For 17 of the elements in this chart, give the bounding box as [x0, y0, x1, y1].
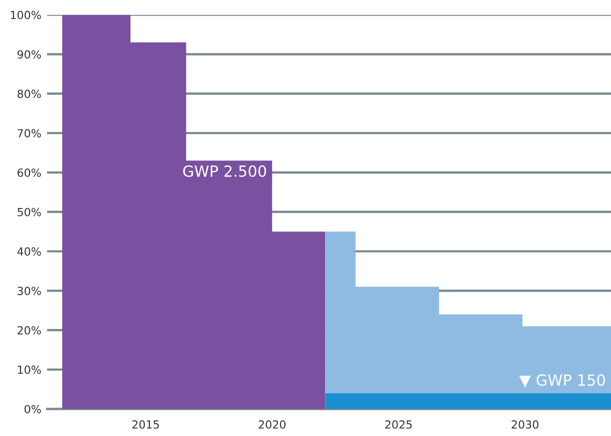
y-tick-label: 80%	[18, 90, 41, 98]
series-label: ▼ GWP 150	[519, 374, 605, 388]
y-tick-label: 10%	[18, 366, 41, 374]
x-tick-label: 2030	[512, 420, 538, 429]
y-tick-label: 50%	[18, 208, 41, 216]
y-tick-label: 90%	[17, 50, 41, 59]
y-tick-label: 100%	[10, 10, 41, 20]
x-tick-label: 2015	[132, 420, 159, 429]
series-label: GWP 2.500	[183, 165, 266, 177]
x-tick-label: 2025	[385, 420, 412, 429]
y-tick-label: 20%	[18, 326, 41, 335]
y-tick-label: 0%	[24, 404, 41, 414]
y-tick-label: 30%	[18, 286, 41, 296]
y-tick-label: 40%	[17, 247, 41, 256]
y-tick-label: 70%	[18, 129, 41, 138]
x-tick-label: 2020	[258, 420, 286, 429]
y-tick-label: 60%	[18, 168, 41, 177]
